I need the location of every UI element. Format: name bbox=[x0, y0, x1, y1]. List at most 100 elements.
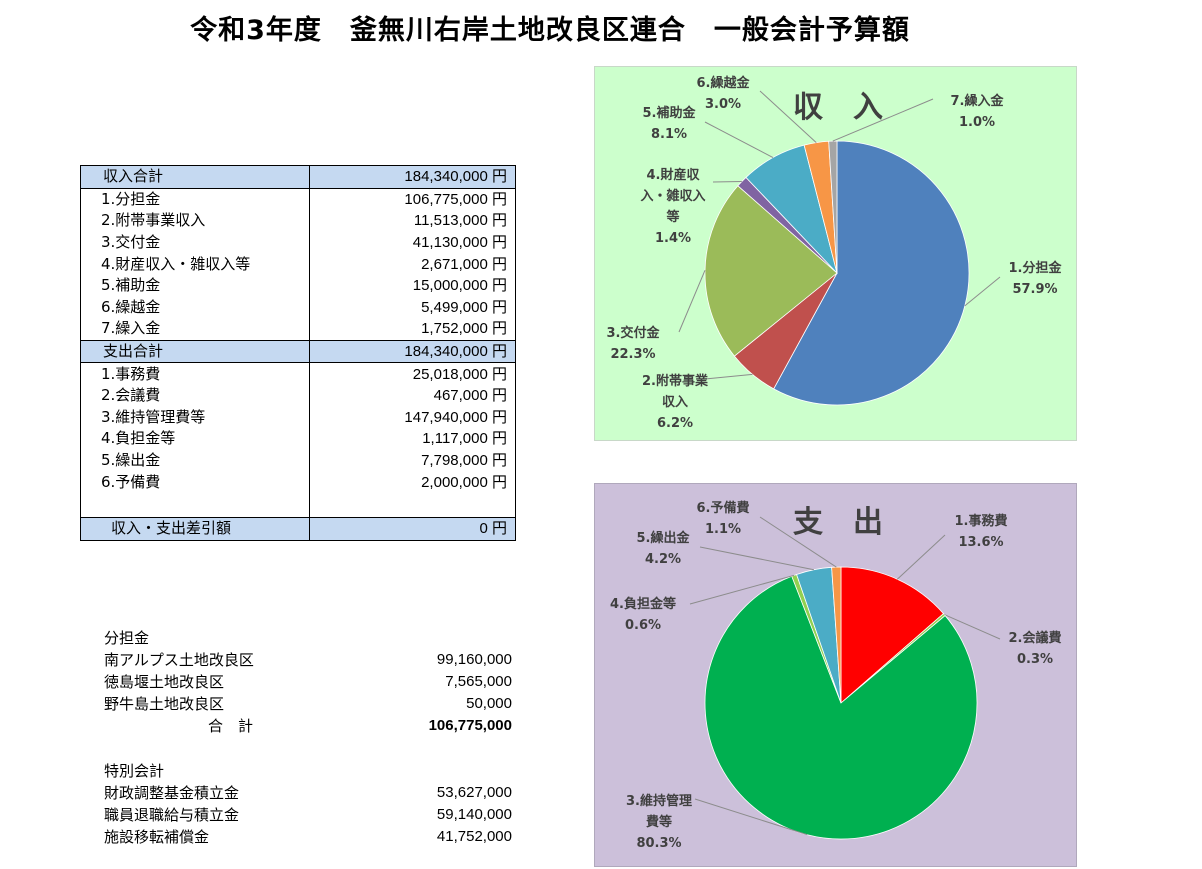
table-row: 5.繰出金 7,798,000 円 bbox=[80, 449, 516, 472]
income-item-label: 4.財産収入・雑収入等 bbox=[80, 253, 310, 275]
table-row: 2.附帯事業収入 11,513,000 円 bbox=[80, 210, 516, 232]
slice-label: 6.予備費 bbox=[697, 500, 750, 516]
leader-line bbox=[704, 121, 774, 159]
slice-label: 2.附帯事業 bbox=[642, 373, 709, 389]
slice-label: 1.分担金 bbox=[1009, 260, 1063, 276]
list-item-label: 財政調整基金積立金 bbox=[104, 784, 240, 802]
expense-item-label: 5.繰出金 bbox=[80, 449, 310, 472]
slice-label: 収入 bbox=[662, 395, 688, 410]
list-item: 野牛島土地改良区 50,000 bbox=[104, 693, 512, 715]
slice-label: 3.維持管理 bbox=[626, 793, 692, 809]
slice-percent: 1.4% bbox=[655, 231, 691, 246]
special-account-list: 特別会計 財政調整基金積立金 53,627,000 職員退職給与積立金 59,140… bbox=[104, 760, 512, 848]
leader-line bbox=[944, 614, 1001, 640]
table-spacer-row bbox=[80, 492, 516, 518]
shares-total: 合 計 106,775,000 bbox=[104, 715, 512, 737]
leader-line bbox=[689, 574, 795, 605]
list-heading: 分担金 bbox=[104, 629, 150, 647]
expense-item-value: 147,940,000 円 bbox=[309, 406, 516, 429]
slice-percent: 0.6% bbox=[625, 618, 661, 633]
income-total-label: 収入合計 bbox=[80, 165, 310, 189]
expense-total-label: 支出合計 bbox=[80, 339, 310, 364]
pie-slice bbox=[704, 575, 978, 840]
slice-label: 入・雑収入 bbox=[640, 188, 705, 204]
slice-percent: 1.0% bbox=[959, 115, 995, 130]
list-item-label: 徳島堰土地改良区 bbox=[104, 673, 225, 691]
slice-percent: 6.2% bbox=[657, 416, 693, 431]
table-row: 5.補助金 15,000,000 円 bbox=[80, 274, 516, 297]
slice-label: 1.事務費 bbox=[955, 513, 1008, 529]
list-item-value: 50,000 bbox=[466, 695, 512, 712]
income-item-value: 106,775,000 円 bbox=[309, 188, 516, 211]
expense-item-value: 25,018,000 円 bbox=[309, 362, 516, 385]
difference-row: 収入・支出差引額 0 円 bbox=[80, 516, 516, 541]
slice-label: 4.負担金等 bbox=[610, 596, 676, 612]
slice-percent: 13.6% bbox=[958, 535, 1003, 550]
income-item-value: 41,130,000 円 bbox=[309, 231, 516, 254]
income-item-value: 11,513,000 円 bbox=[309, 210, 516, 232]
budget-table: 収入合計 184,340,000 円 1.分担金 106,775,000 円 2.… bbox=[80, 165, 516, 541]
leader-line bbox=[678, 270, 706, 333]
slice-label: 4.財産収 bbox=[647, 167, 701, 183]
slice-label: 費等 bbox=[646, 814, 672, 830]
income-item-value: 5,499,000 円 bbox=[309, 296, 516, 319]
list-item: 財政調整基金積立金 53,627,000 bbox=[104, 782, 512, 804]
list-heading: 特別会計 bbox=[104, 762, 165, 780]
chart-title: 収 入 bbox=[793, 90, 883, 125]
income-item-value: 2,671,000 円 bbox=[309, 253, 516, 275]
slice-label: 5.補助金 bbox=[643, 105, 697, 121]
income-item-label: 6.繰越金 bbox=[80, 296, 310, 319]
list-item-value: 99,160,000 bbox=[436, 651, 512, 668]
total-value: 106,775,000 bbox=[428, 717, 512, 734]
income-total-row: 収入合計 184,340,000 円 bbox=[80, 165, 516, 189]
leader-line bbox=[712, 181, 742, 183]
slice-label: 6.繰越金 bbox=[697, 75, 751, 91]
leader-line bbox=[704, 373, 753, 380]
table-row: 3.交付金 41,130,000 円 bbox=[80, 231, 516, 254]
expense-item-label: 1.事務費 bbox=[80, 362, 310, 385]
table-row: 1.事務費 25,018,000 円 bbox=[80, 362, 516, 385]
expense-item-value: 2,000,000 円 bbox=[309, 471, 516, 493]
list-item: 徳島堰土地改良区 7,565,000 bbox=[104, 671, 512, 693]
slice-label: 等 bbox=[665, 209, 679, 225]
expense-item-label: 4.負担金等 bbox=[80, 428, 310, 450]
table-row: 4.負担金等 1,117,000 円 bbox=[80, 428, 516, 450]
slice-label: 5.繰出金 bbox=[637, 530, 691, 546]
pie-slice bbox=[704, 185, 838, 357]
table-row: 2.会議費 467,000 円 bbox=[80, 384, 516, 407]
shares-list: 分担金 南アルプス土地改良区 99,160,000 徳島堰土地改良区 7,565,0… bbox=[104, 627, 512, 737]
total-label: 合 計 bbox=[208, 717, 254, 735]
list-item-label: 施設移転補償金 bbox=[104, 828, 210, 846]
list-item-label: 野牛島土地改良区 bbox=[104, 695, 225, 713]
list-item-label: 南アルプス土地改良区 bbox=[104, 651, 254, 669]
expense-total-value: 184,340,000 円 bbox=[309, 339, 516, 364]
list-item: 職員退職給与積立金 59,140,000 bbox=[104, 804, 512, 826]
special-heading: 特別会計 bbox=[104, 760, 512, 782]
page-title: 令和3年度 釜無川右岸土地改良区連合 一般会計予算額 bbox=[190, 15, 910, 46]
income-pie-chart: 1.分担金 57.9% 2.附帯事業 収入 6.2% 3.交付金 22.3% 4.財産収 入・雑… bbox=[594, 66, 1077, 441]
list-item-value: 41,752,000 bbox=[436, 828, 512, 845]
table-row: 6.繰越金 5,499,000 円 bbox=[80, 296, 516, 319]
income-item-value: 15,000,000 円 bbox=[309, 274, 516, 297]
slice-label: 3.交付金 bbox=[607, 325, 661, 341]
leader-line bbox=[896, 534, 946, 580]
leader-line bbox=[759, 516, 837, 568]
income-item-label: 1.分担金 bbox=[80, 188, 310, 211]
difference-value: 0 円 bbox=[309, 516, 516, 541]
list-item-label: 職員退職給与積立金 bbox=[104, 806, 240, 824]
leader-line bbox=[699, 546, 814, 571]
slice-percent: 57.9% bbox=[1012, 282, 1057, 297]
slice-percent: 3.0% bbox=[705, 97, 741, 112]
expense-item-label: 3.維持管理費等 bbox=[80, 406, 310, 429]
expense-pie-chart: 1.事務費 13.6% 2.会議費 0.3% 3.維持管理 費等 80.3% 4.負担金等 0.… bbox=[594, 483, 1077, 867]
list-item-value: 53,627,000 bbox=[436, 784, 512, 801]
leader-line bbox=[964, 276, 1001, 307]
shares-heading: 分担金 bbox=[104, 627, 512, 649]
expense-item-value: 1,117,000 円 bbox=[309, 428, 516, 450]
slice-percent: 4.2% bbox=[645, 552, 681, 567]
leader-line bbox=[832, 98, 934, 142]
list-item: 南アルプス土地改良区 99,160,000 bbox=[104, 649, 512, 671]
expense-item-label: 2.会議費 bbox=[80, 384, 310, 407]
expense-item-value: 7,798,000 円 bbox=[309, 449, 516, 472]
table-row: 4.財産収入・雑収入等 2,671,000 円 bbox=[80, 253, 516, 275]
